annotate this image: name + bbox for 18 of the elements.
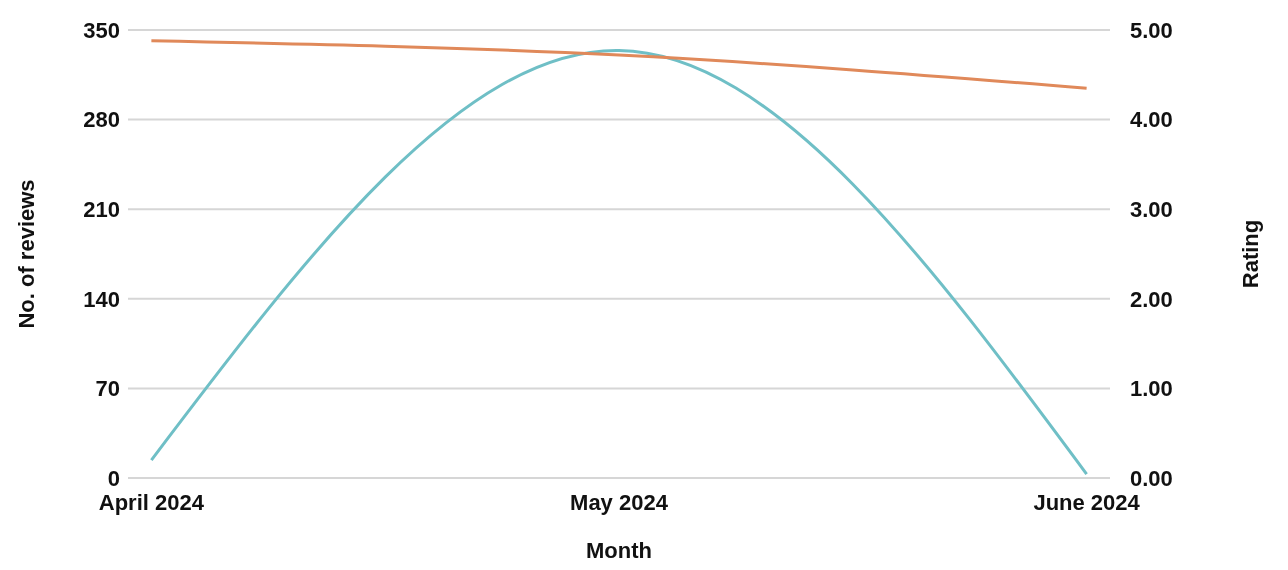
y2-tick-label: 3.00 (1130, 197, 1173, 223)
y-tick-label: 280 (83, 107, 120, 133)
y-axis-title: No. of reviews (13, 179, 39, 329)
y2-tick-label: 1.00 (1130, 376, 1173, 402)
y-tick-label: 350 (83, 17, 120, 43)
y2-tick-label: 2.00 (1130, 286, 1173, 312)
y-tick-label: 210 (83, 197, 120, 223)
x-tick-label: April 2024 (98, 489, 205, 515)
x-tick-label: May 2024 (570, 489, 669, 515)
y2-tick-label: 5.00 (1130, 17, 1173, 43)
x-tick-label: June 2024 (1033, 489, 1141, 515)
y-tick-label: 140 (83, 286, 120, 312)
y2-tick-label: 4.00 (1130, 107, 1173, 133)
y-tick-label: 70 (95, 376, 120, 402)
x-axis-title: Month (586, 538, 652, 563)
y-tick-label: 0 (107, 465, 120, 491)
y2-tick-label: 0.00 (1130, 465, 1173, 491)
y2-axis-title: Rating (1237, 219, 1263, 289)
